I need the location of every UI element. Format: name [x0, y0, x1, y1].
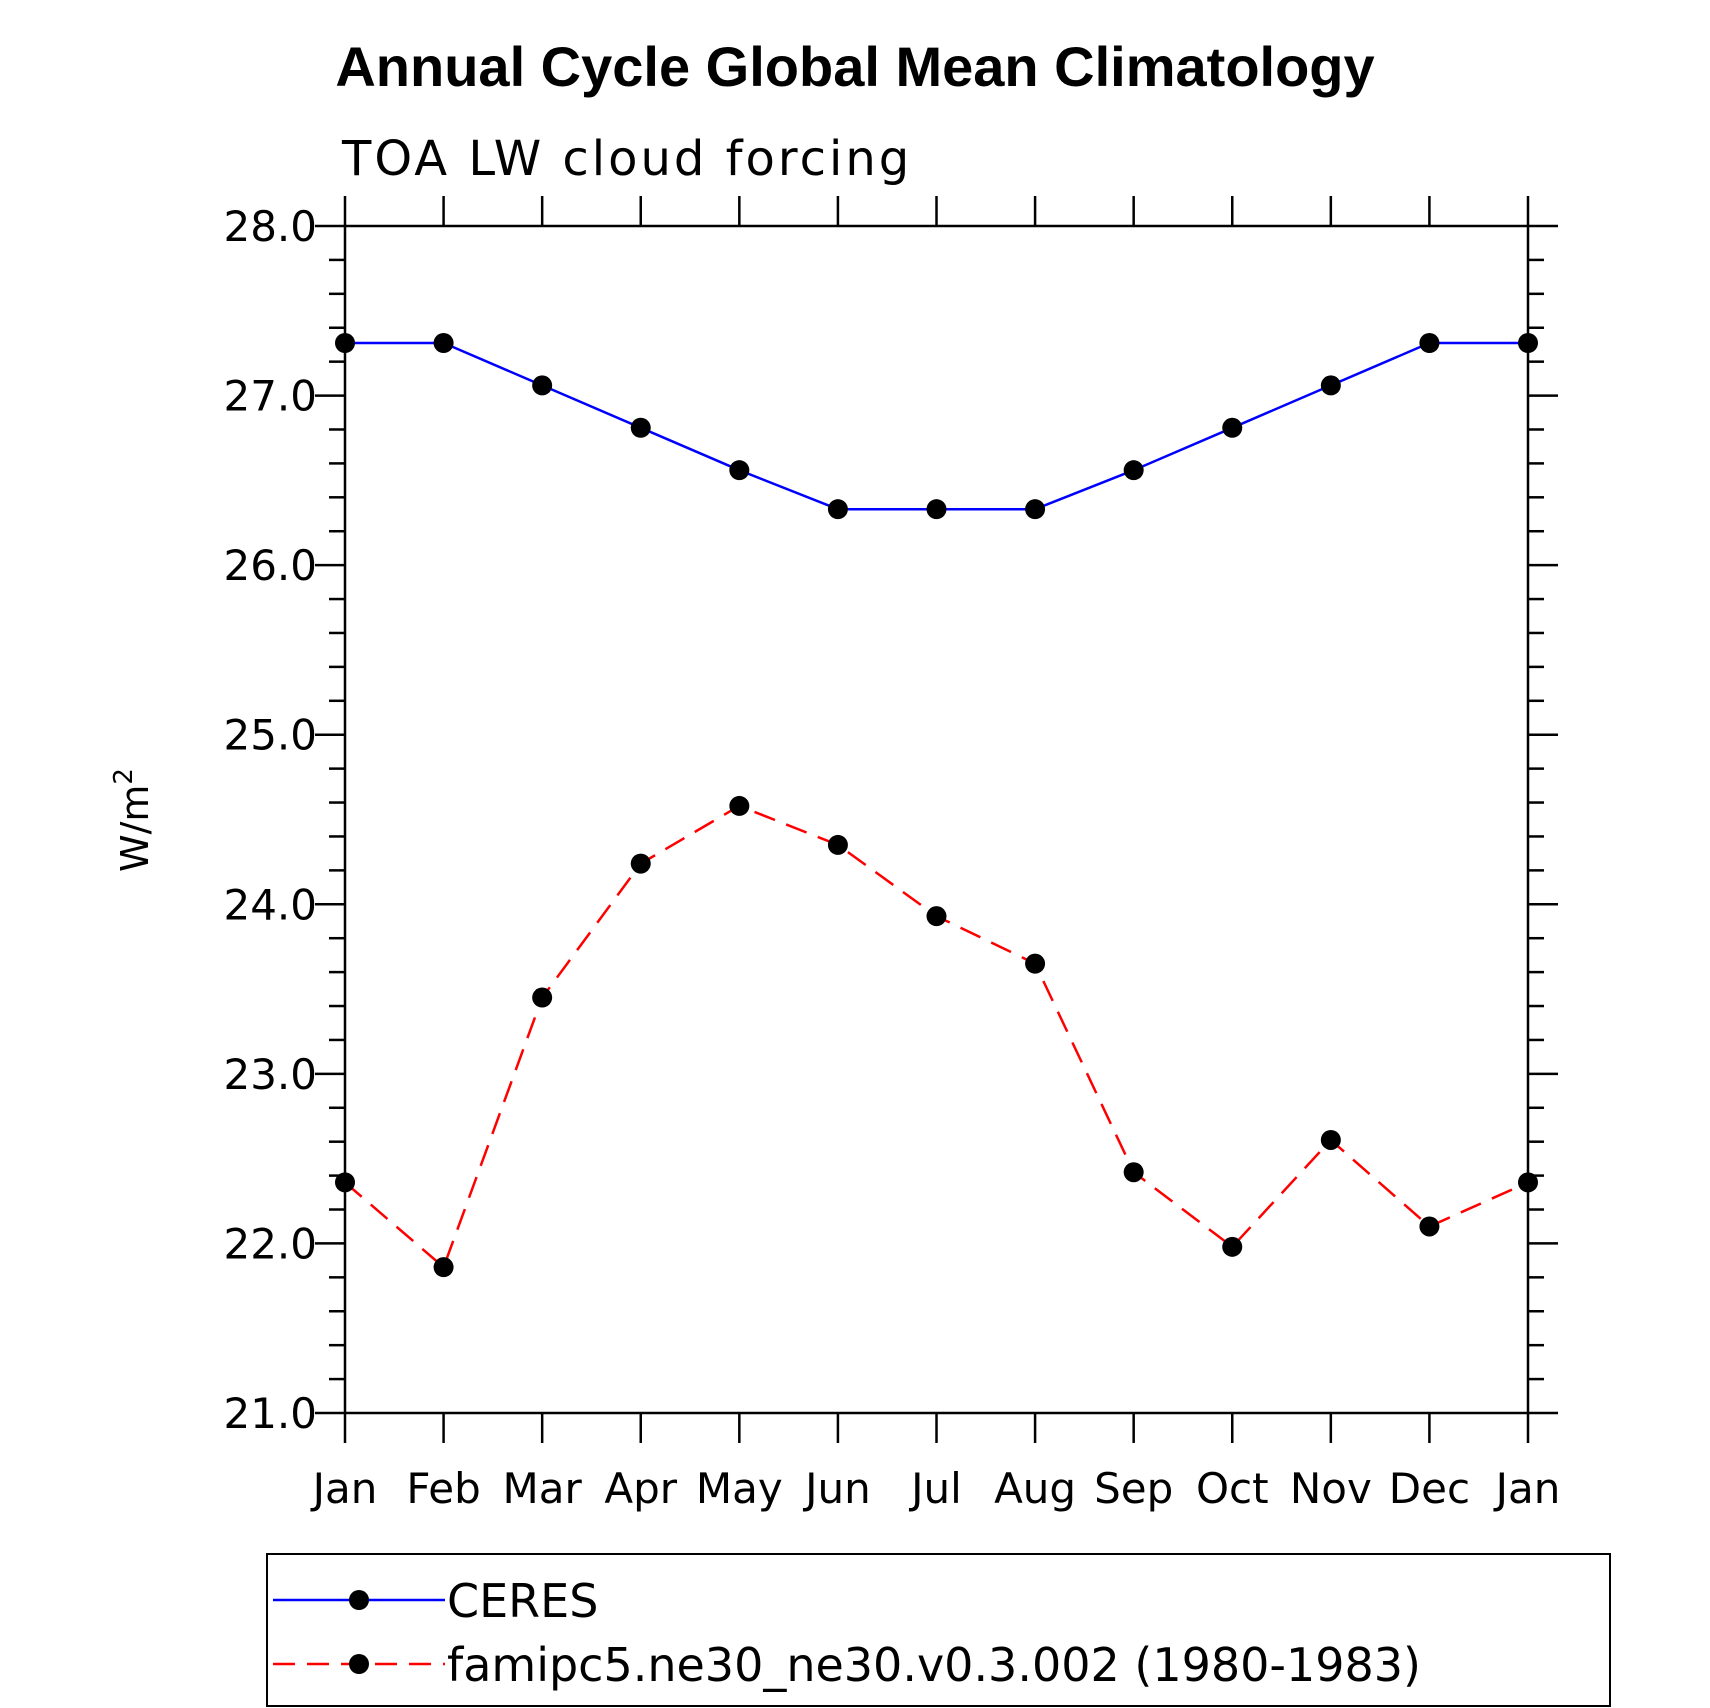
x-tick-label: Oct: [1196, 1464, 1269, 1513]
legend: CERES famipc5.ne30_ne30.v0.3.002 (1980-19…: [266, 1553, 1611, 1707]
x-tick-label: May: [696, 1464, 783, 1513]
data-point-model: [926, 906, 947, 927]
y-tick-label: 21.0: [223, 1389, 317, 1438]
plot-border: [343, 224, 1530, 1415]
data-point-ceres: [335, 333, 355, 354]
data-point-model: [1518, 1172, 1538, 1193]
legend-marker-ceres: [349, 1590, 369, 1610]
chart-subtitle: TOA LW cloud forcing: [341, 131, 912, 187]
data-point-model: [1123, 1162, 1144, 1183]
data-point-model: [1025, 953, 1046, 974]
data-point-ceres: [729, 460, 750, 481]
data-point-ceres: [1320, 375, 1341, 396]
data-point-ceres: [1222, 417, 1243, 438]
y-axis: 21.0 22.0 23.0 24.0 25.0 26.0 27.0 28.0: [223, 202, 1558, 1438]
data-point-ceres: [1419, 333, 1440, 354]
data-point-ceres: [1123, 460, 1144, 481]
data-point-ceres: [433, 333, 454, 354]
legend-box: [266, 1553, 1611, 1707]
data-point-model: [729, 795, 750, 816]
x-tick-label: Jun: [802, 1464, 871, 1513]
x-tick-label: Jul: [908, 1464, 962, 1513]
data-point-model: [1419, 1216, 1440, 1237]
legend-label-ceres: CERES: [447, 1574, 598, 1628]
x-tick-label: Nov: [1290, 1464, 1372, 1513]
x-tick-label: Apr: [604, 1464, 677, 1513]
y-tick-label: 25.0: [223, 711, 317, 760]
y-tick-label: 22.0: [223, 1219, 317, 1268]
y-axis-label: W/m2: [109, 768, 157, 872]
x-tick-label: Sep: [1094, 1464, 1173, 1513]
data-point-ceres: [1025, 499, 1046, 520]
series-line-ceres: [345, 341, 1528, 511]
x-tick-label: Jan: [310, 1464, 378, 1513]
y-tick-label: 23.0: [223, 1050, 317, 1099]
data-point-ceres: [532, 375, 553, 396]
series-layer: [335, 333, 1538, 1278]
legend-label-model: famipc5.ne30_ne30.v0.3.002 (1980-1983): [447, 1638, 1421, 1692]
legend-marker-model: [349, 1654, 369, 1674]
chart-title: Annual Cycle Global Mean Climatology: [335, 35, 1374, 98]
data-point-model: [532, 987, 553, 1008]
series-line-model: [344, 804, 1529, 1270]
y-tick-label: 28.0: [223, 202, 317, 251]
data-point-ceres: [1518, 333, 1538, 354]
x-tick-label: Dec: [1389, 1464, 1470, 1513]
x-tick-label: Jan: [1493, 1464, 1561, 1513]
data-point-ceres: [926, 499, 947, 520]
data-point-ceres: [827, 499, 848, 520]
data-point-model: [335, 1172, 355, 1193]
x-tick-label: Aug: [994, 1464, 1076, 1513]
data-point-model: [630, 853, 651, 874]
plot-frame: [343, 224, 1530, 1415]
x-tick-label: Mar: [503, 1464, 583, 1513]
x-axis: Jan Feb Mar Apr May Jun Jul Aug Sep Oct Nov Dec Jan: [310, 196, 1561, 1513]
data-point-ceres: [630, 417, 651, 438]
data-point-model: [1222, 1236, 1243, 1257]
y-tick-label: 27.0: [223, 372, 317, 421]
x-tick-label: Feb: [406, 1464, 480, 1513]
y-axis-label-superscript: 2: [109, 768, 139, 785]
data-point-model: [827, 834, 848, 855]
y-axis-label-base: W/m: [113, 785, 157, 872]
y-tick-label: 26.0: [223, 541, 317, 590]
data-point-model: [433, 1257, 454, 1278]
data-point-model: [1320, 1129, 1341, 1150]
y-tick-label: 24.0: [223, 880, 317, 929]
